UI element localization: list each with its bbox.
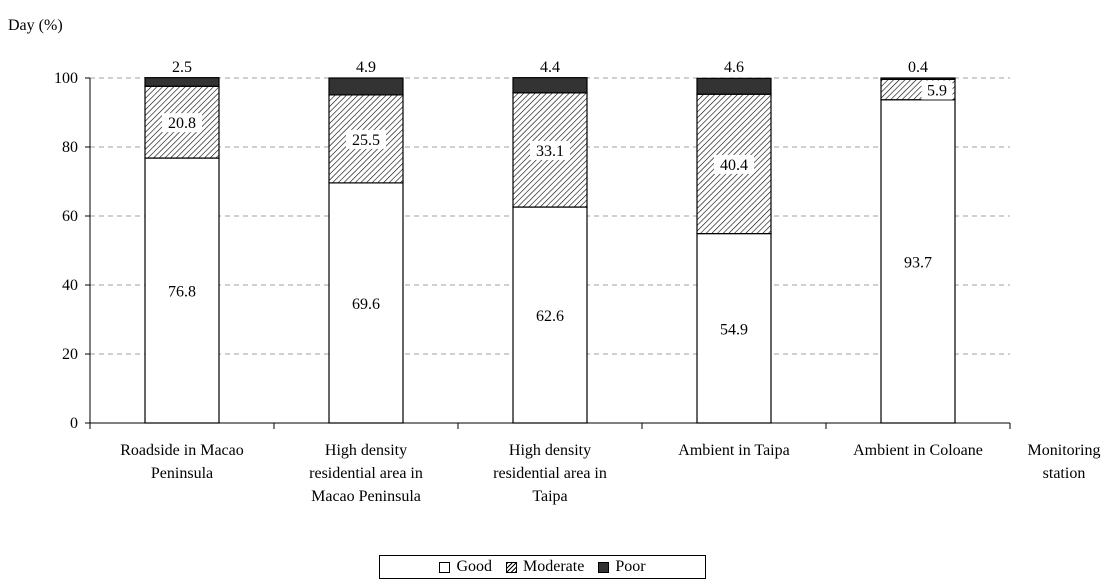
x-axis-label: station (1043, 465, 1086, 482)
data-label-bg (346, 129, 386, 149)
data-label-good: 93.7 (904, 254, 932, 271)
data-label-moderate: 40.4 (720, 157, 748, 174)
y-axis-label: Day (%) (8, 17, 63, 34)
legend-item-moderate: Moderate (506, 558, 584, 576)
y-tick-label: 20 (62, 346, 78, 363)
data-label-bg (714, 154, 754, 174)
legend-swatch-good (439, 561, 451, 573)
bar-segment-poor (696, 77, 772, 95)
category-label: High density (509, 442, 591, 459)
category-label: Ambient in Coloane (853, 442, 983, 459)
y-tick-label: 40 (62, 277, 78, 294)
data-label-good: 62.6 (536, 308, 564, 325)
data-label-good: 54.9 (720, 321, 748, 338)
legend-label-poor: Poor (615, 558, 646, 575)
y-tick-label: 80 (62, 139, 78, 156)
legend-swatch-moderate (506, 561, 517, 573)
x-axis-label: Monitoring (1028, 442, 1101, 459)
data-label-moderate: 33.1 (536, 143, 564, 160)
bar-segment-good (696, 232, 772, 424)
data-label-bg (921, 80, 953, 100)
bar-segment-good (512, 206, 588, 424)
category-label: Roadside in Macao (120, 442, 244, 459)
legend-label-good: Good (456, 558, 492, 575)
bar-segment-good (880, 99, 956, 424)
category-label: Peninsula (151, 465, 213, 482)
data-label-moderate: 20.8 (168, 115, 196, 132)
bar-segment-poor (880, 77, 956, 80)
category-label: residential area in (309, 465, 423, 482)
data-label-moderate: 25.5 (352, 132, 380, 149)
bar-segment-poor (328, 77, 404, 96)
bar-segment-poor (512, 77, 588, 94)
data-label-good: 69.6 (352, 296, 380, 313)
data-label-good: 76.8 (168, 284, 196, 301)
y-tick-label: 100 (54, 70, 78, 87)
legend-label-moderate: Moderate (523, 558, 585, 575)
legend-swatch-poor (598, 561, 610, 573)
data-label-bg (530, 140, 570, 160)
y-tick-label: 0 (70, 415, 78, 432)
legend-item-good: Good (439, 558, 492, 576)
bar-segment-poor (144, 77, 220, 87)
legend-item-poor: Poor (598, 558, 646, 576)
category-label: Ambient in Taipa (678, 442, 789, 459)
data-label-poor: 2.5 (172, 59, 192, 76)
data-label-poor: 4.9 (356, 59, 376, 76)
legend: Good Moderate Poor (379, 555, 706, 579)
y-tick-label: 60 (62, 208, 78, 225)
data-label-poor: 0.4 (908, 59, 928, 76)
data-label-moderate: 5.9 (927, 83, 947, 100)
category-label: Taipa (532, 488, 567, 505)
category-label: Macao Peninsula (311, 488, 421, 505)
data-label-poor: 4.4 (540, 59, 560, 76)
bar-segment-good (328, 182, 404, 424)
data-label-poor: 4.6 (724, 59, 744, 76)
category-label: residential area in (493, 465, 607, 482)
data-label-bg (162, 113, 202, 133)
category-label: High density (325, 442, 407, 459)
